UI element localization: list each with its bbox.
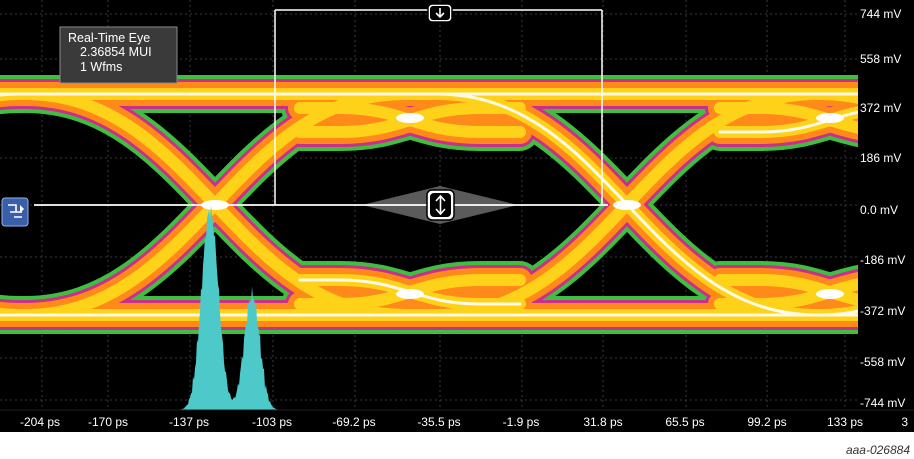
x-tick-label: 3 — [901, 415, 908, 429]
y-tick-label: -744 mV — [860, 396, 905, 410]
x-tick-label: -69.2 ps — [332, 415, 375, 429]
jitter-histogram — [172, 205, 292, 410]
x-tick-label: 65.5 ps — [665, 415, 704, 429]
x-axis-labels: -204 ps -170 ps -137 ps -103 ps -69.2 ps -35.… — [20, 415, 908, 429]
x-tick-label: 99.2 ps — [747, 415, 786, 429]
info-box: Real-Time Eye 2.36854 MUI 1 Wfms — [59, 26, 178, 84]
y-tick-label: 0.0 mV — [860, 203, 898, 217]
y-tick-label: -372 mV — [860, 304, 905, 318]
info-box-ui-count: 2.36854 MUI — [80, 45, 152, 59]
x-tick-label: -1.9 ps — [503, 415, 540, 429]
info-box-waveform-count: 1 Wfms — [80, 60, 122, 74]
x-axis-bar — [0, 410, 914, 432]
x-tick-label: -137 ps — [169, 415, 209, 429]
y-tick-label: -558 mV — [860, 355, 905, 369]
arrow-down-icon[interactable] — [427, 3, 453, 23]
y-tick-label: 186 mV — [860, 151, 901, 165]
info-box-title: Real-Time Eye — [68, 31, 150, 45]
x-tick-label: -35.5 ps — [417, 415, 460, 429]
channel-marker-icon[interactable] — [1, 197, 29, 227]
figure-caption: aaa-026884 — [845, 443, 910, 457]
x-tick-label: -204 ps — [20, 415, 60, 429]
y-tick-label: 372 mV — [860, 101, 901, 115]
y-tick-label: 558 mV — [860, 52, 901, 66]
x-tick-label: -103 ps — [252, 415, 292, 429]
x-tick-label: 31.8 ps — [583, 415, 622, 429]
y-axis-labels: 744 mV 558 mV 372 mV 186 mV 0.0 mV -186 mV -37… — [860, 7, 905, 410]
x-tick-label: -170 ps — [88, 415, 128, 429]
eye-traces — [0, 75, 858, 334]
y-tick-label: 744 mV — [860, 7, 901, 21]
arrow-up-down-icon[interactable] — [426, 189, 455, 221]
x-tick-label: 133 ps — [827, 415, 863, 429]
y-tick-label: -186 mV — [860, 253, 905, 267]
